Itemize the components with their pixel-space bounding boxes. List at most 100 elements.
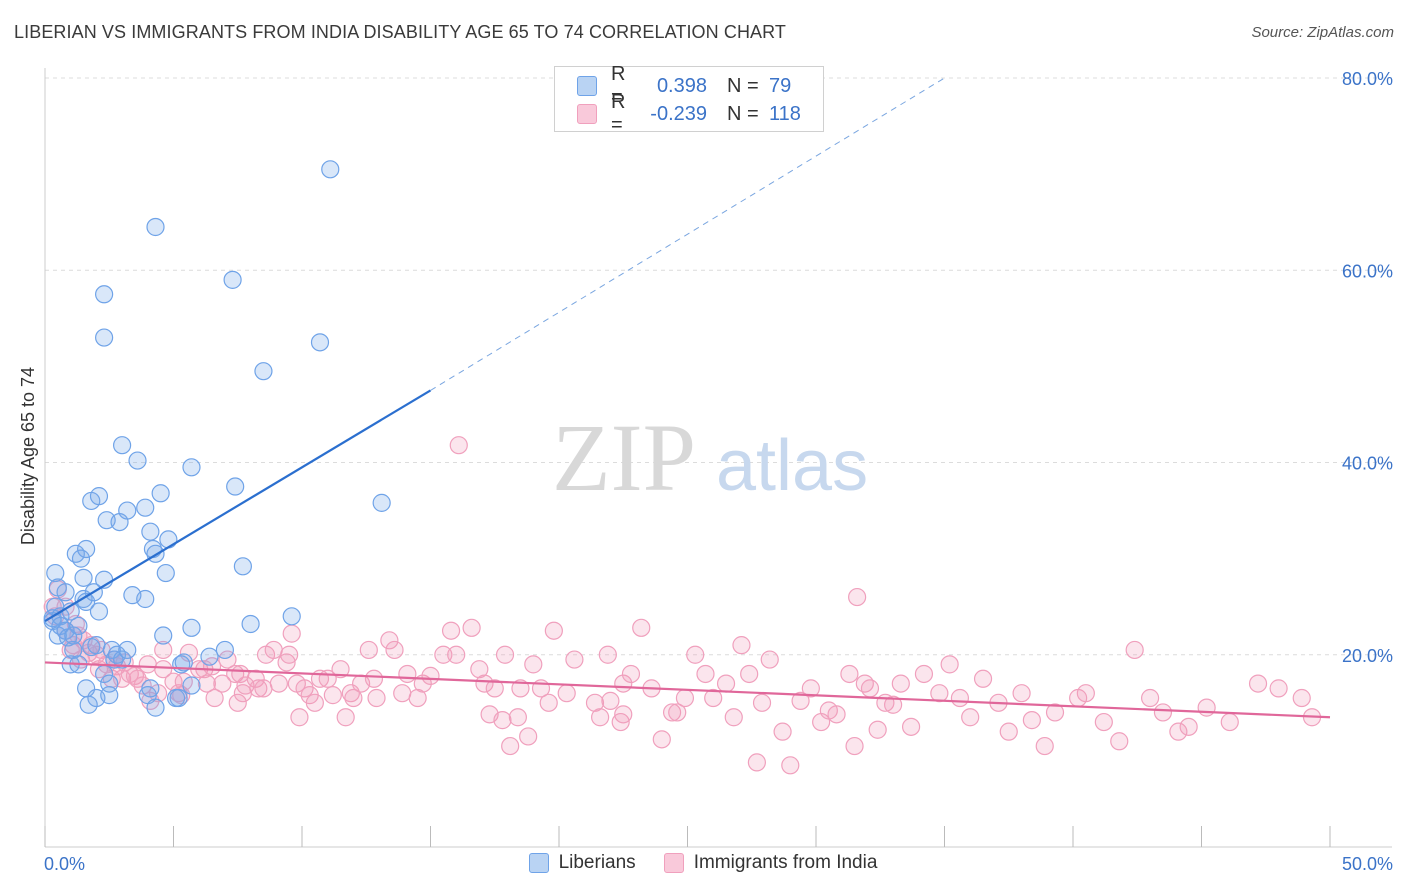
liberian-point	[141, 522, 160, 541]
india-legend-label: Immigrants from India	[693, 852, 878, 873]
liberian-point	[321, 160, 340, 179]
liberian-point	[174, 653, 193, 672]
india-point	[696, 664, 715, 684]
india-point	[1125, 640, 1144, 660]
liberian-point	[64, 626, 83, 645]
legend-item-india: Immigrants from India	[663, 852, 878, 874]
india-point	[999, 722, 1018, 741]
india-point	[344, 688, 363, 708]
india-point	[773, 722, 792, 741]
india-point	[791, 691, 810, 710]
india-point	[380, 631, 399, 650]
india-point	[1153, 703, 1173, 722]
correlation-legend: R = 0.398 N = 79 R = -0.239 N = 118	[554, 63, 824, 136]
liberian-point	[200, 647, 219, 666]
trend-lines	[44, 77, 1331, 719]
liberian-point	[87, 636, 106, 655]
liberian-point	[118, 501, 137, 520]
liberian-point	[112, 650, 132, 669]
liberian-point	[89, 487, 109, 506]
liberians-legend-swatch	[528, 853, 549, 873]
india-point	[449, 436, 468, 455]
india-point	[732, 636, 751, 655]
liberian-trend-line	[44, 389, 432, 623]
india-point	[621, 664, 641, 684]
y-tick-label: 40.0%	[1342, 454, 1393, 474]
india-point	[485, 679, 504, 698]
india-point	[205, 688, 224, 708]
india-point	[508, 708, 527, 727]
india-point	[408, 688, 427, 708]
liberian-point	[182, 458, 201, 477]
watermark-zip: ZIP	[552, 404, 696, 511]
liberian-point	[146, 217, 165, 237]
india-point	[914, 664, 934, 684]
india-point	[228, 693, 247, 712]
liberian-point	[95, 328, 114, 347]
india-point	[305, 693, 324, 712]
y-tick-label: 80.0%	[1342, 69, 1393, 89]
liberian-point	[136, 589, 155, 609]
india-point	[840, 664, 859, 684]
india-point	[1045, 703, 1065, 722]
india-point	[704, 688, 723, 708]
liberian-point	[223, 270, 242, 289]
india-point	[1035, 736, 1054, 756]
india-point	[539, 693, 558, 712]
source-label: Source: ZipAtlas.com	[1251, 24, 1394, 41]
india-point	[1269, 679, 1288, 698]
liberian-point	[79, 695, 98, 714]
legend-row-liberians: R = 0.398 N = 79	[577, 63, 791, 108]
liberian-point	[310, 333, 330, 352]
india-point	[1248, 674, 1268, 693]
liberian-point	[112, 436, 132, 455]
liberian-point	[64, 640, 83, 660]
india-trend-line	[44, 661, 1331, 719]
series-legend: Liberians Immigrants from India	[0, 852, 1406, 874]
india-point	[269, 674, 288, 693]
india-point	[716, 674, 736, 693]
india-point	[249, 679, 268, 698]
india-point	[901, 717, 921, 736]
liberian-trend-extension	[430, 77, 945, 391]
india-point	[883, 695, 903, 714]
india-point	[393, 684, 412, 703]
india-point	[740, 664, 759, 684]
india-point	[385, 640, 404, 660]
liberian-point	[156, 563, 175, 583]
india-swatch	[577, 104, 597, 124]
liberian-point	[89, 602, 109, 621]
india-point	[519, 727, 538, 746]
liberian-point	[77, 539, 96, 559]
liberians-swatch	[577, 76, 597, 96]
india-point	[470, 660, 489, 679]
liberians-legend-label: Liberians	[558, 852, 636, 873]
india-point	[585, 693, 605, 712]
india-point	[367, 688, 386, 708]
liberian-point	[282, 607, 301, 626]
india-point	[154, 660, 173, 679]
india-point	[336, 708, 355, 727]
india-point	[930, 684, 949, 703]
india-point	[601, 691, 620, 710]
india-point	[364, 669, 384, 688]
india-point	[1110, 732, 1129, 751]
liberian-point	[118, 640, 137, 660]
liberian-point	[74, 568, 93, 587]
india-point	[860, 679, 880, 698]
india-point	[652, 730, 671, 749]
india-point	[125, 666, 145, 685]
india-point	[668, 703, 687, 722]
india-point	[501, 736, 520, 756]
india-point	[213, 674, 232, 693]
legend-r-value: -0.239	[650, 102, 707, 125]
liberian-points	[43, 160, 391, 717]
liberian-point	[226, 477, 245, 496]
legend-r-label: R =	[611, 91, 626, 136]
india-point	[511, 679, 530, 698]
india-point	[598, 645, 617, 664]
liberian-point	[128, 451, 147, 470]
india-point	[462, 618, 481, 637]
liberian-point	[372, 493, 391, 512]
